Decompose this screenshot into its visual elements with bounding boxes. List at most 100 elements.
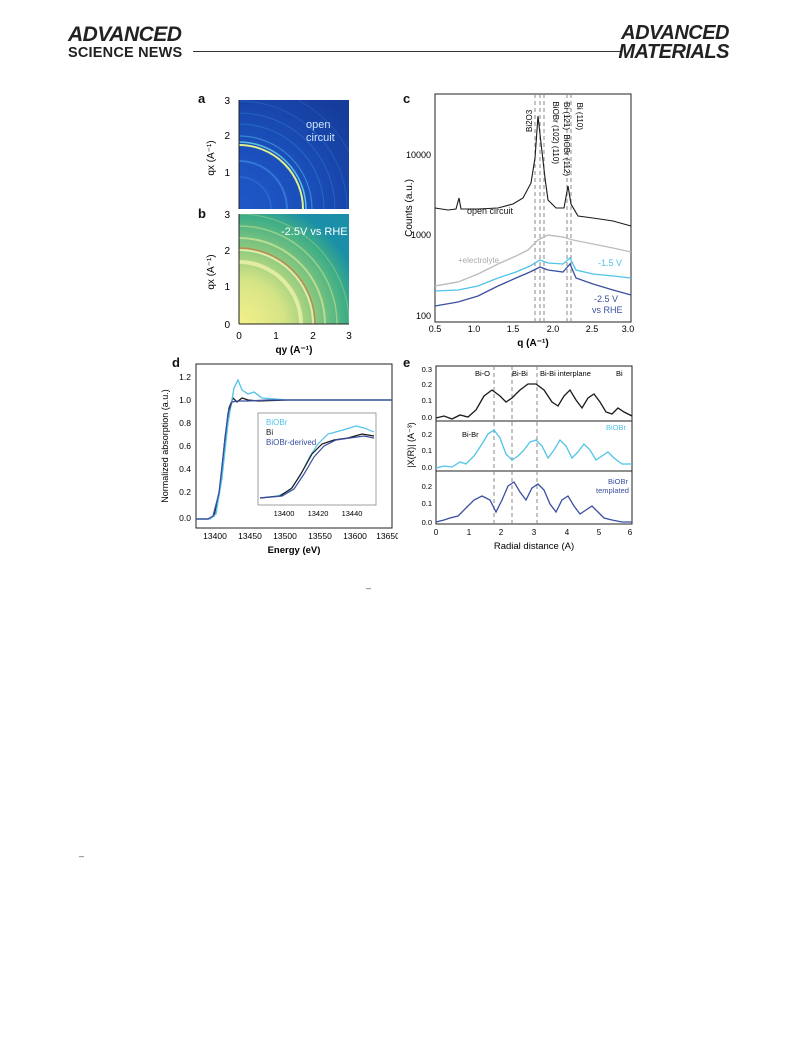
panel-b-annotation: -2.5V vs RHE [281, 226, 348, 238]
inset-xtick-2: 13440 [342, 509, 363, 518]
panel-c-ytick-1000: 1000 [411, 230, 431, 240]
panel-e-xtick-6: 6 [628, 528, 633, 537]
panel-d-ytick-0-6: 0.6 [179, 441, 191, 451]
panel-c-xtick-3: 2.0 [547, 324, 560, 334]
curve-bi-inset [259, 433, 375, 499]
panel-label-e: e [403, 355, 411, 370]
annotation-biobr: BiOBr [606, 423, 627, 432]
stray-mark-2: – [79, 851, 85, 861]
curve-label-vs-rhe: vs RHE [592, 305, 623, 315]
panel-e-top-ytick-0-2: 0.2 [422, 380, 432, 389]
panel-c-chart: 10000 1000 100 0.5 1.0 1.5 2.0 2.5 3.0 q… [404, 93, 635, 349]
curve-minus-1-5V [434, 256, 632, 292]
annotation-bi: Bi [616, 369, 623, 378]
panel-b-xlabel: qy (A⁻¹) [276, 345, 313, 356]
logo-right-line2: MATERIALS [618, 41, 729, 63]
legend-biobr: BiOBr [266, 418, 288, 427]
panel-e-ylabel: |X(R)| (A⁻³) [406, 422, 416, 467]
stray-mark-1: – [366, 583, 372, 593]
panel-e-xtick-5: 5 [597, 528, 602, 537]
panel-c-xtick-5: 3.0 [622, 324, 635, 334]
panel-e-mid-ytick-0-1: 0.1 [422, 446, 432, 455]
panel-d-xtick-0: 13400 [203, 531, 227, 541]
curve-biobr-derived-main [196, 399, 392, 520]
panel-label-a: a [198, 91, 206, 106]
panel-a-ytick-2: 2 [224, 131, 230, 142]
panel-b-ytick-1: 1 [224, 282, 230, 293]
panel-d-xtick-2: 13500 [273, 531, 297, 541]
annotation-bi-br: Bi-Br [462, 430, 479, 439]
panel-c-xtick-0: 0.5 [429, 324, 442, 334]
curve-bi-radial [435, 383, 633, 420]
panel-label-d: d [172, 355, 180, 370]
panel-e-subplot-bot [435, 470, 633, 525]
curve-biobr-main [196, 378, 392, 520]
panel-e-xtick-1: 1 [467, 528, 472, 537]
panel-c-xtick-4: 2.5 [586, 324, 599, 334]
panel-d-inset [257, 412, 377, 506]
panel-e-xtick-0: 0 [434, 528, 439, 537]
inset-xtick-1: 13420 [308, 509, 329, 518]
panel-b-ylabel: qx (A⁻¹) [206, 254, 217, 289]
panel-e-bot-ytick-0-2: 0.2 [422, 482, 432, 491]
panel-c-ylabel: Counts (a.u.) [404, 179, 415, 237]
annotation-bi-bi: Bi-Bi [512, 369, 528, 378]
panel-e-mid-ytick-0-0: 0.0 [422, 463, 432, 472]
header-rule [193, 51, 621, 52]
panel-a-ylabel: qx (A⁻¹) [206, 140, 217, 175]
curve-label-open-circuit: open circuit [467, 206, 514, 216]
panel-label-c: c [403, 91, 411, 106]
panel-b-image: -2.5V vs RHE 3 2 1 0 0 1 2 3 qy (A⁻¹) qx… [206, 210, 352, 356]
diffraction-images: open circuit 3 2 1 qx (A⁻¹) -2.5V vs RHE… [206, 96, 352, 356]
curve-biobr-derived-inset [259, 435, 375, 499]
inset-xtick-0: 13400 [274, 509, 295, 518]
logo-left-line1: ADVANCED [68, 23, 182, 46]
curve-electrolyte [434, 234, 632, 287]
curve-label-minus-2-5V: -2.5 V [594, 294, 618, 304]
panel-b-xtick-2: 2 [310, 331, 316, 342]
curve-open-circuit [434, 115, 632, 227]
panel-e-chart: Bi-O Bi-Bi Bi-Bi interplane Bi Bi-Br BiO… [406, 365, 633, 552]
panel-d-ytick-0-0: 0.0 [179, 513, 191, 523]
panel-e-xtick-2: 2 [499, 528, 504, 537]
panel-a-annotation-2: circuit [306, 132, 335, 144]
publisher-logo-left: ADVANCED SCIENCE NEWS [68, 24, 182, 61]
curve-label-minus-1-5V: -1.5 V [598, 258, 622, 268]
panel-d-chart: BiOBr Bi BiOBr-derived 13400 13420 13440… [160, 363, 398, 556]
panel-b-ytick-0: 0 [224, 320, 230, 331]
panel-c-xlabel: q (A⁻¹) [517, 338, 548, 349]
logo-right-line1: ADVANCED [621, 22, 729, 44]
panel-e-top-ytick-0-0: 0.0 [422, 413, 432, 422]
annotation-biobr-templated-2: templated [596, 486, 629, 495]
panel-b-ytick-3: 3 [224, 210, 230, 221]
legend-biobr-derived: BiOBr-derived [266, 438, 316, 447]
panel-e-subplot-top [435, 365, 633, 422]
panel-e-mid-ytick-0-2: 0.2 [422, 430, 432, 439]
panel-e-xtick-4: 4 [565, 528, 570, 537]
panel-c-xtick-2: 1.5 [507, 324, 520, 334]
panel-d-xtick-1: 13450 [238, 531, 262, 541]
panel-b-xtick-0: 0 [236, 331, 242, 342]
curve-minus-2-5V [434, 262, 632, 307]
peak-label-biobr-102-110: BiOBr (102) (110) [551, 101, 560, 164]
curve-biobr-templated-radial [435, 481, 632, 523]
panel-d-ytick-0-8: 0.8 [179, 418, 191, 428]
panel-e-top-ytick-0-1: 0.1 [422, 396, 432, 405]
panel-e-top-ytick-0-3: 0.3 [422, 365, 432, 374]
panel-a-ytick-1: 1 [224, 168, 230, 179]
curve-biobr-radial [435, 429, 632, 469]
panel-e-xlabel: Radial distance (A) [494, 541, 574, 552]
peak-label-biobr-112: BiOBr (112) [562, 134, 571, 176]
journal-logo-right: ADVANCED MATERIALS [618, 22, 729, 63]
legend-bi: Bi [266, 428, 273, 437]
panel-d-ytick-0-2: 0.2 [179, 487, 191, 497]
annotation-bi-bi-interplane: Bi-Bi interplane [540, 369, 591, 378]
panel-d-ylabel: Normalized absorption (a.u.) [160, 389, 170, 503]
peak-label-bi-110: Bi (110) [575, 103, 584, 131]
panel-d-ytick-1-0: 1.0 [179, 395, 191, 405]
panel-a-image: open circuit 3 2 1 qx (A⁻¹) [206, 96, 349, 209]
panel-d-ytick-0-4: 0.4 [179, 464, 191, 474]
panel-b-xtick-3: 3 [346, 331, 352, 342]
panel-d-xtick-4: 13600 [343, 531, 367, 541]
panel-c-xtick-1: 1.0 [468, 324, 481, 334]
